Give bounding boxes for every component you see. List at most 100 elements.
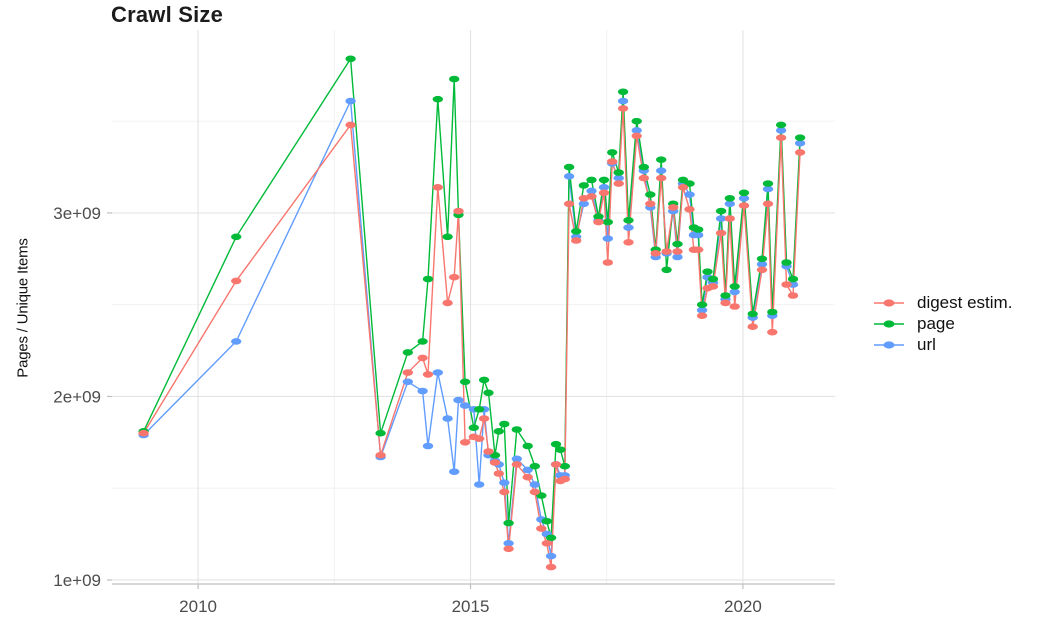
data-point-page (602, 218, 613, 226)
data-point-url (672, 253, 683, 261)
data-point-url (617, 97, 629, 105)
legend-key-dot (883, 298, 895, 307)
data-point-digest (650, 250, 661, 257)
x-tick-label: 2015 (452, 597, 490, 616)
legend-label-url: url (917, 334, 936, 354)
data-point-digest (138, 429, 149, 437)
data-point-page (715, 207, 727, 215)
data-point-digest (645, 200, 656, 208)
data-point-page (623, 217, 634, 224)
data-point-page (775, 121, 787, 129)
legend-key-dot (883, 319, 895, 328)
data-point-digest (422, 371, 434, 378)
data-point-page (503, 519, 514, 527)
data-point-url (623, 224, 634, 231)
data-point-page (468, 424, 479, 432)
data-point-digest (607, 158, 618, 165)
data-point-digest (756, 266, 768, 274)
y-axis-title: Pages / Unique Items (14, 238, 32, 378)
data-point-page (617, 88, 629, 96)
data-point-page (729, 283, 740, 290)
data-point-url (656, 167, 667, 174)
data-point-digest (720, 299, 731, 307)
data-point-page (541, 517, 552, 525)
data-point-page (747, 310, 758, 318)
data-point-page (656, 156, 667, 163)
data-point-url (586, 187, 597, 195)
data-point-page (375, 429, 386, 437)
data-point-digest (402, 369, 413, 376)
legend: digest estim. page url (874, 292, 1012, 355)
data-point-url (729, 288, 740, 296)
data-point-page (478, 376, 490, 384)
data-point-url (693, 231, 704, 239)
data-point-digest (747, 323, 758, 331)
data-point-digest (489, 459, 501, 466)
data-point-digest (729, 303, 740, 310)
data-point-digest (375, 451, 386, 459)
data-point-digest (529, 488, 540, 496)
data-point-url (598, 184, 610, 191)
data-point-digest (738, 202, 750, 209)
data-point-digest (503, 545, 514, 553)
data-point-digest (449, 273, 460, 281)
data-point-url (775, 127, 787, 134)
data-point-page (231, 233, 242, 241)
data-point-digest (442, 299, 453, 307)
data-point-url (545, 552, 557, 560)
data-point-digest (602, 259, 613, 266)
data-point-url (459, 402, 471, 409)
data-point-digest (794, 149, 806, 156)
x-tick-label: 2020 (724, 597, 762, 616)
data-point-digest (762, 200, 774, 208)
data-point-url (756, 261, 768, 268)
data-point-page (555, 446, 566, 454)
data-point-url (578, 200, 589, 208)
legend-key-digest (874, 298, 904, 307)
data-point-digest (417, 354, 428, 362)
data-point-page (474, 406, 485, 413)
data-point-url (794, 139, 806, 147)
data-point-url (738, 195, 750, 202)
data-point-page (563, 163, 575, 171)
data-point-url (402, 378, 413, 386)
data-point-digest (617, 105, 629, 112)
data-point-page (613, 169, 624, 176)
data-point-page (781, 259, 792, 266)
data-point-url (724, 200, 735, 208)
data-point-page (550, 440, 562, 448)
data-point-url (499, 479, 510, 487)
data-point-digest (536, 525, 547, 532)
y-tick-label: 3e+09 (53, 204, 101, 223)
data-point-url (631, 127, 642, 134)
data-point-digest (478, 415, 490, 422)
data-point-url (474, 481, 485, 488)
data-point-url (602, 235, 613, 242)
data-point-digest (775, 134, 787, 141)
data-point-page (787, 275, 799, 283)
data-point-digest (231, 277, 242, 285)
data-point-url (563, 173, 575, 180)
data-point-page (511, 426, 522, 433)
data-point-digest (432, 184, 443, 191)
legend-key-dot (883, 340, 895, 349)
data-point-url (345, 97, 356, 105)
data-point-page (402, 349, 413, 356)
data-point-url (511, 455, 522, 463)
data-point-page (522, 442, 533, 450)
data-point-digest (559, 475, 570, 483)
series-line-digest (143, 108, 801, 568)
data-point-digest (707, 283, 719, 290)
legend-label-page: page (917, 313, 955, 333)
data-point-url (696, 306, 708, 314)
data-point-digest (493, 470, 504, 477)
data-point-page (529, 462, 540, 470)
data-point-page (672, 240, 683, 248)
data-point-digest (571, 237, 582, 244)
data-point-digest (345, 121, 356, 129)
data-point-url (231, 338, 242, 345)
legend-item-digest: digest estim. (874, 292, 1012, 313)
legend-label-digest: digest estim. (917, 292, 1013, 312)
